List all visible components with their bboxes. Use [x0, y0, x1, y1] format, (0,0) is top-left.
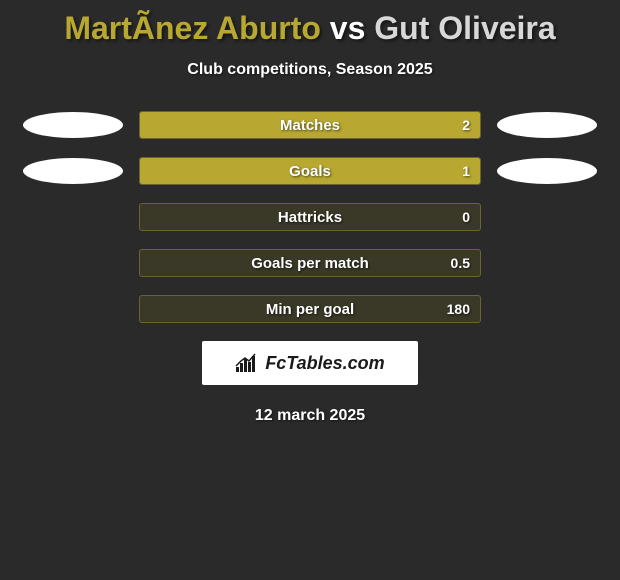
stat-label: Hattricks	[140, 204, 480, 230]
stat-row: Min per goal180	[0, 295, 620, 323]
stat-value: 1	[462, 158, 470, 184]
stat-bar: Min per goal180	[139, 295, 481, 323]
stat-row: Matches2	[0, 111, 620, 139]
date-text: 12 march 2025	[0, 407, 620, 425]
stat-bar: Matches2	[139, 111, 481, 139]
stat-label: Min per goal	[140, 296, 480, 322]
stat-row: Goals1	[0, 157, 620, 185]
stat-bar: Hattricks0	[139, 203, 481, 231]
left-oval-slot	[21, 158, 125, 184]
right-oval-slot	[495, 112, 599, 138]
stat-value: 2	[462, 112, 470, 138]
left-oval-slot	[21, 112, 125, 138]
stat-value: 0.5	[451, 250, 470, 276]
player2-oval	[497, 112, 597, 138]
stats-chart: Matches2Goals1Hattricks0Goals per match0…	[0, 111, 620, 323]
bar-chart-icon	[235, 353, 259, 373]
stat-row: Hattricks0	[0, 203, 620, 231]
stat-row: Goals per match0.5	[0, 249, 620, 277]
stat-label: Goals	[140, 158, 480, 184]
stat-label: Goals per match	[140, 250, 480, 276]
stat-value: 0	[462, 204, 470, 230]
player1-oval	[23, 158, 123, 184]
player2-oval	[497, 158, 597, 184]
player1-name: MartÃ­nez Aburto	[64, 10, 321, 46]
comparison-title: MartÃ­nez Aburto vs Gut Oliveira	[0, 0, 620, 47]
player2-name: Gut Oliveira	[374, 10, 555, 46]
player1-oval	[23, 112, 123, 138]
logo-box[interactable]: FcTables.com	[202, 341, 418, 385]
stat-value: 180	[447, 296, 470, 322]
subtitle: Club competitions, Season 2025	[0, 61, 620, 79]
right-oval-slot	[495, 158, 599, 184]
logo-text: FcTables.com	[265, 353, 384, 374]
stat-label: Matches	[140, 112, 480, 138]
stat-bar: Goals per match0.5	[139, 249, 481, 277]
vs-text: vs	[330, 10, 366, 46]
stat-bar: Goals1	[139, 157, 481, 185]
